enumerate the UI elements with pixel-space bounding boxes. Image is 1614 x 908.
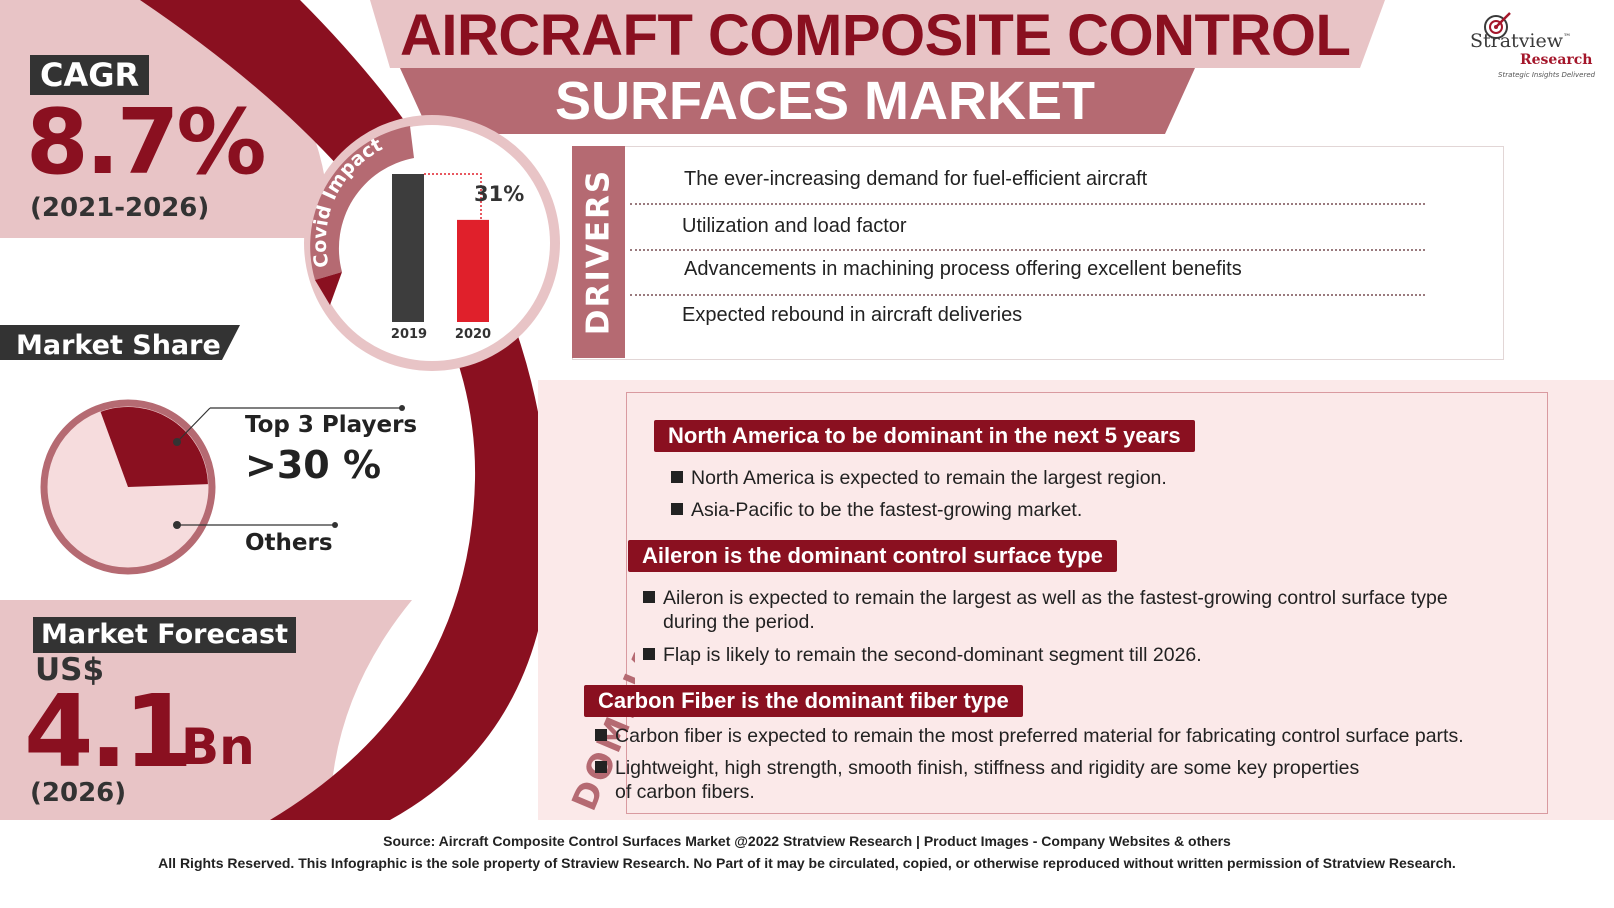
driver-item-3: Advancements in machining process offeri… <box>684 258 1242 280</box>
tick-label-2020: 2020 <box>454 327 492 342</box>
bar-2019 <box>392 174 424 322</box>
others-label: Others <box>245 530 333 556</box>
title-line-2: SURFACES MARKET <box>554 71 1096 131</box>
segment-heading-region: North America to be dominant in the next… <box>654 420 1195 452</box>
driver-divider-2 <box>630 249 1425 251</box>
top-players-value: >30 % <box>245 443 382 487</box>
segment-heading-fiber: Carbon Fiber is the dominant fiber type <box>584 685 1023 717</box>
forecast-panel <box>0 600 412 820</box>
forecast-value: 4.1 <box>24 673 193 790</box>
forecast-unit: Bn <box>181 718 255 776</box>
footer-source: Source: Aircraft Composite Control Surfa… <box>383 833 1231 849</box>
tick-label-2019: 2019 <box>390 327 428 342</box>
segment-bullet: Flap is likely to remain the second-domi… <box>643 644 1202 667</box>
forecast-year: (2026) <box>30 778 127 808</box>
segment-heading-control-surface: Aileron is the dominant control surface … <box>628 540 1117 572</box>
bullet-square-icon <box>671 503 683 515</box>
covid-circle-inner <box>314 125 550 361</box>
bar-2020 <box>457 219 489 322</box>
bullet-square-icon <box>595 761 607 773</box>
segment-bullet: Asia-Pacific to be the fastest-growing m… <box>671 499 1082 522</box>
driver-item-2: Utilization and load factor <box>682 215 907 237</box>
title-banner-bottom <box>400 68 1195 134</box>
segment-bullet-continued: during the period. <box>663 611 815 633</box>
bullet-square-icon <box>595 729 607 741</box>
covid-impact-text: Covid Impact <box>309 134 386 270</box>
pie-slice-top-3 <box>100 407 208 487</box>
segment-bullet-continued: of carbon fibers. <box>615 781 755 803</box>
cagr-period: (2021-2026) <box>30 193 210 223</box>
drivers-title-wrap: DRIVERS <box>572 146 625 358</box>
covid-bar-chart <box>392 173 489 322</box>
title-banner-top <box>370 0 1385 68</box>
footer-rights: All Rights Reserved. This Infographic is… <box>158 855 1456 871</box>
covid-impact-label: Covid Impact <box>309 134 386 270</box>
title-line-1: AIRCRAFT COMPOSITE CONTROL <box>400 3 1351 68</box>
market-forecast-label: Market Forecast <box>33 617 296 653</box>
segments-title-wrap: DOMINANT SEGMENTS <box>564 385 635 817</box>
covid-label-band <box>310 126 414 280</box>
market-share-tag-bg <box>0 325 240 360</box>
driver-item-4: Expected rebound in aircraft deliveries <box>682 304 1023 326</box>
drivers-panel <box>572 146 1504 360</box>
cagr-value: 8.7% <box>26 90 267 195</box>
forecast-currency: US$ <box>35 652 105 688</box>
segments-panel <box>626 392 1548 814</box>
segments-background <box>538 380 1614 820</box>
market-share-label: Market Share <box>16 330 221 361</box>
segment-bullet: Aileron is expected to remain the larges… <box>643 587 1448 610</box>
drivers-band <box>572 146 625 358</box>
driver-divider-3 <box>630 294 1425 296</box>
logo-subtitle: Research <box>1520 52 1593 68</box>
segments-title: DOMINANT SEGMENTS <box>564 385 635 817</box>
bullet-square-icon <box>643 648 655 660</box>
bullet-square-icon <box>643 591 655 603</box>
covid-change-label: 31% <box>474 182 525 206</box>
top-players-label: Top 3 Players <box>245 412 418 438</box>
segment-bullet: Carbon fiber is expected to remain the m… <box>595 725 1464 748</box>
svg-text:Covid Impact: Covid Impact <box>309 134 386 270</box>
driver-divider-1 <box>630 203 1425 205</box>
drivers-title: DRIVERS <box>580 168 617 336</box>
covid-band-tail <box>315 272 342 305</box>
segment-bullet: Lightweight, high strength, smooth finis… <box>595 757 1359 780</box>
change-connector <box>424 173 482 220</box>
segment-bullet: North America is expected to remain the … <box>671 467 1167 490</box>
cagr-label: CAGR <box>30 55 150 95</box>
market-share-leaders <box>173 405 405 529</box>
logo-target-icon <box>1484 12 1511 39</box>
bullet-square-icon <box>671 471 683 483</box>
logo-tagline: Strategic Insights Delivered <box>1498 71 1596 79</box>
driver-item-1: The ever-increasing demand for fuel-effi… <box>684 168 1148 190</box>
logo-wordmark: Stratview™ <box>1470 30 1572 52</box>
market-share-pie <box>40 399 216 575</box>
